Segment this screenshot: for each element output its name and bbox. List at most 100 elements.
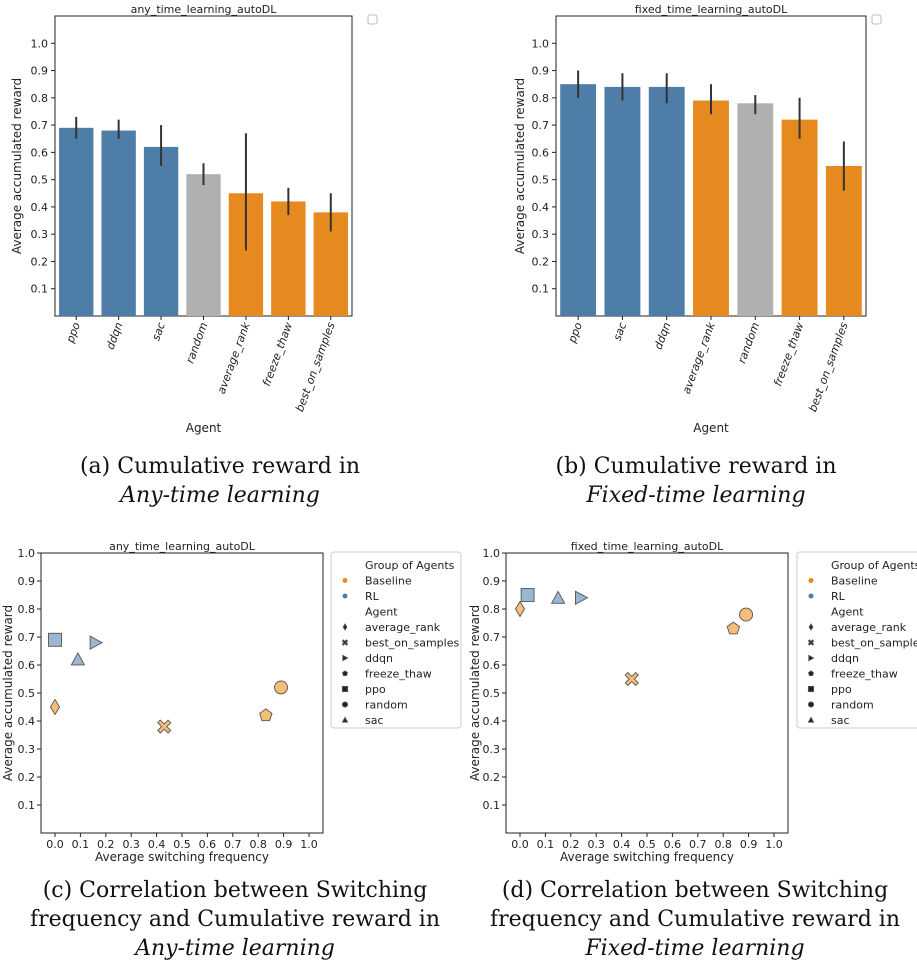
chart2-point-ppo [48,632,62,647]
chart0-title: any_time_learning_autoDL [131,3,278,16]
chart3-legend-agent-ddqn: ddqn [831,652,859,665]
chart2-legend-agent-average_rank: average_rank [365,621,441,634]
chart1-ytick-label: 0.7 [532,119,550,132]
chart3-ytick-label: 0.3 [483,743,501,756]
chart1-bar [781,119,818,317]
chart0-xtick-label: sac [149,321,168,343]
chart2-ytick-label: 0.1 [18,799,36,812]
chart3-legend-agent-random: random [831,699,874,712]
chart2-point-sac [70,651,86,666]
chart3-ytick-label: 0.2 [483,771,501,784]
caption-b: (b) Cumulative reward in Fixed-time lear… [476,452,916,510]
chart0-ytick-label: 0.7 [31,119,49,132]
chart3-xtick-label: 0.8 [714,838,732,851]
caption-d-emph: Fixed-time learning [585,936,805,961]
chart3-point-ddqn [574,590,589,606]
chart2-point-freeze_thaw [259,708,273,722]
chart0-xtick-label: best_on_samples [293,320,338,413]
chart2-legend-marker-random [341,701,349,708]
chart0-bar [101,130,136,316]
chart1-ytick-label: 0.4 [532,201,550,214]
chart3-legend-marker-ddqn [808,654,815,662]
chart3-legend-marker-best_on_sample [807,639,815,646]
chart1-bar [560,84,597,316]
chart3-point-random [739,607,754,622]
chart1-xtick-label: freeze_thaw [771,321,806,388]
chart3-ytick-label: 0.6 [483,659,501,672]
chart1-ytick-label: 1.0 [532,37,550,50]
chart0-ytick-label: 1.0 [31,37,49,50]
chart3-ytick-label: 0.8 [483,603,501,616]
chart3-legend-marker-baseline [808,578,814,583]
chart1-xtick-label: best_on_samples [806,320,851,413]
chart1-bar [693,100,729,316]
chart3-legend-agent-best_on_sample: best_on_sample [831,637,917,650]
chart2-xtick-label: 0.7 [224,838,242,851]
chart2-xtick-label: 0.2 [97,838,115,851]
chart2-xtick-label: 0.4 [148,838,166,851]
chart0-ytick-label: 0.6 [31,146,49,159]
chart3-legend-group-rl: RL [831,590,846,603]
chart2-legend-agent-best_on_samples: best_on_samples [365,637,459,650]
chart3-xtick-label: 0.6 [664,838,682,851]
chart3-legend-marker-ppo [807,685,815,693]
chart2-ytick-label: 0.5 [18,687,36,700]
chart3-legend-agent-sac: sac [831,714,850,727]
chart2-ylabel: Average accumulated reward [1,605,15,781]
chart2-point-average_rank [49,698,61,716]
chart3-xtick-label: 0.3 [587,838,605,851]
chart1-ytick-label: 0.9 [532,65,550,78]
chart2-legend-marker-sac [341,716,349,723]
chart0-xtick-label: average_rank [215,320,253,396]
chart3-ytick-label: 0.9 [483,575,501,588]
chart2-legend-group-baseline: Baseline [365,575,412,588]
chart3-xtick-label: 0.7 [689,838,707,851]
chart0-ytick-label: 0.4 [31,201,49,214]
chart0-xtick-label: random [184,321,211,366]
caption-a: (a) Cumulative reward in Any-time learni… [0,452,440,510]
chart0-xtick-label: freeze_thaw [260,321,295,388]
chart3-ytick-label: 1.0 [483,547,501,560]
chart2-xtick-label: 0.9 [275,838,293,851]
chart1-ytick-label: 0.8 [532,92,550,105]
chart3-legend-marker-sac [807,716,815,723]
chart1-bar [825,166,862,316]
caption-c-main: (c) Correlation between Switching freque… [29,878,440,932]
chart3-xtick-label: 1.0 [765,838,783,851]
chart3-ylabel: Average accumulated reward [468,605,482,781]
chart1-xtick-label: ddqn [652,321,674,352]
chart2-xtick-label: 0.6 [199,838,217,851]
chart1-legend-box [871,14,882,25]
chart2-legend-marker-ppo [341,685,349,693]
chart3-xlabel: Average switching frequency [560,850,734,864]
chart2-legend-agent-freeze_thaw: freeze_thaw [365,668,432,681]
chart0-xtick-label: ddqn [104,321,126,352]
chart1-bar [737,103,774,316]
chart1-ylabel: Average accumulated reward [513,78,527,254]
caption-d: (d) Correlation between Switching freque… [472,876,917,963]
chart3-legend-agent-ppo: ppo [831,683,852,696]
chart1-bar [604,86,641,316]
chart1-ytick-label: 0.5 [532,174,550,187]
chart3-xtick-label: 0.4 [613,838,631,851]
chart2-legend-marker-average_rank [342,623,348,631]
chart3-legend-marker-random [807,701,815,708]
chart2-legend-group-title: Group of Agents [365,559,455,572]
chart2-xtick-label: 0.0 [46,838,64,851]
chart0-ytick-label: 0.8 [31,92,49,105]
chart3-point-average_rank [514,600,526,618]
chart0-ytick-label: 0.9 [31,65,49,78]
chart1-ytick-label: 0.3 [532,228,550,241]
chart3-point-best_on_samples [624,671,639,687]
chart3-ytick-label: 0.5 [483,687,501,700]
chart3-xtick-label: 0.9 [740,838,758,851]
caption-b-main: (b) Cumulative reward in [555,454,837,479]
chart1-bar [648,86,685,316]
chart3-xtick-label: 0.5 [638,838,656,851]
chart0-bar [271,201,306,316]
chart2-legend-marker-baseline [342,578,348,583]
chart3-legend-group-title: Group of Agents [831,559,917,572]
chart2-ytick-label: 0.8 [18,603,36,616]
chart3-legend-marker-rl [808,593,814,599]
